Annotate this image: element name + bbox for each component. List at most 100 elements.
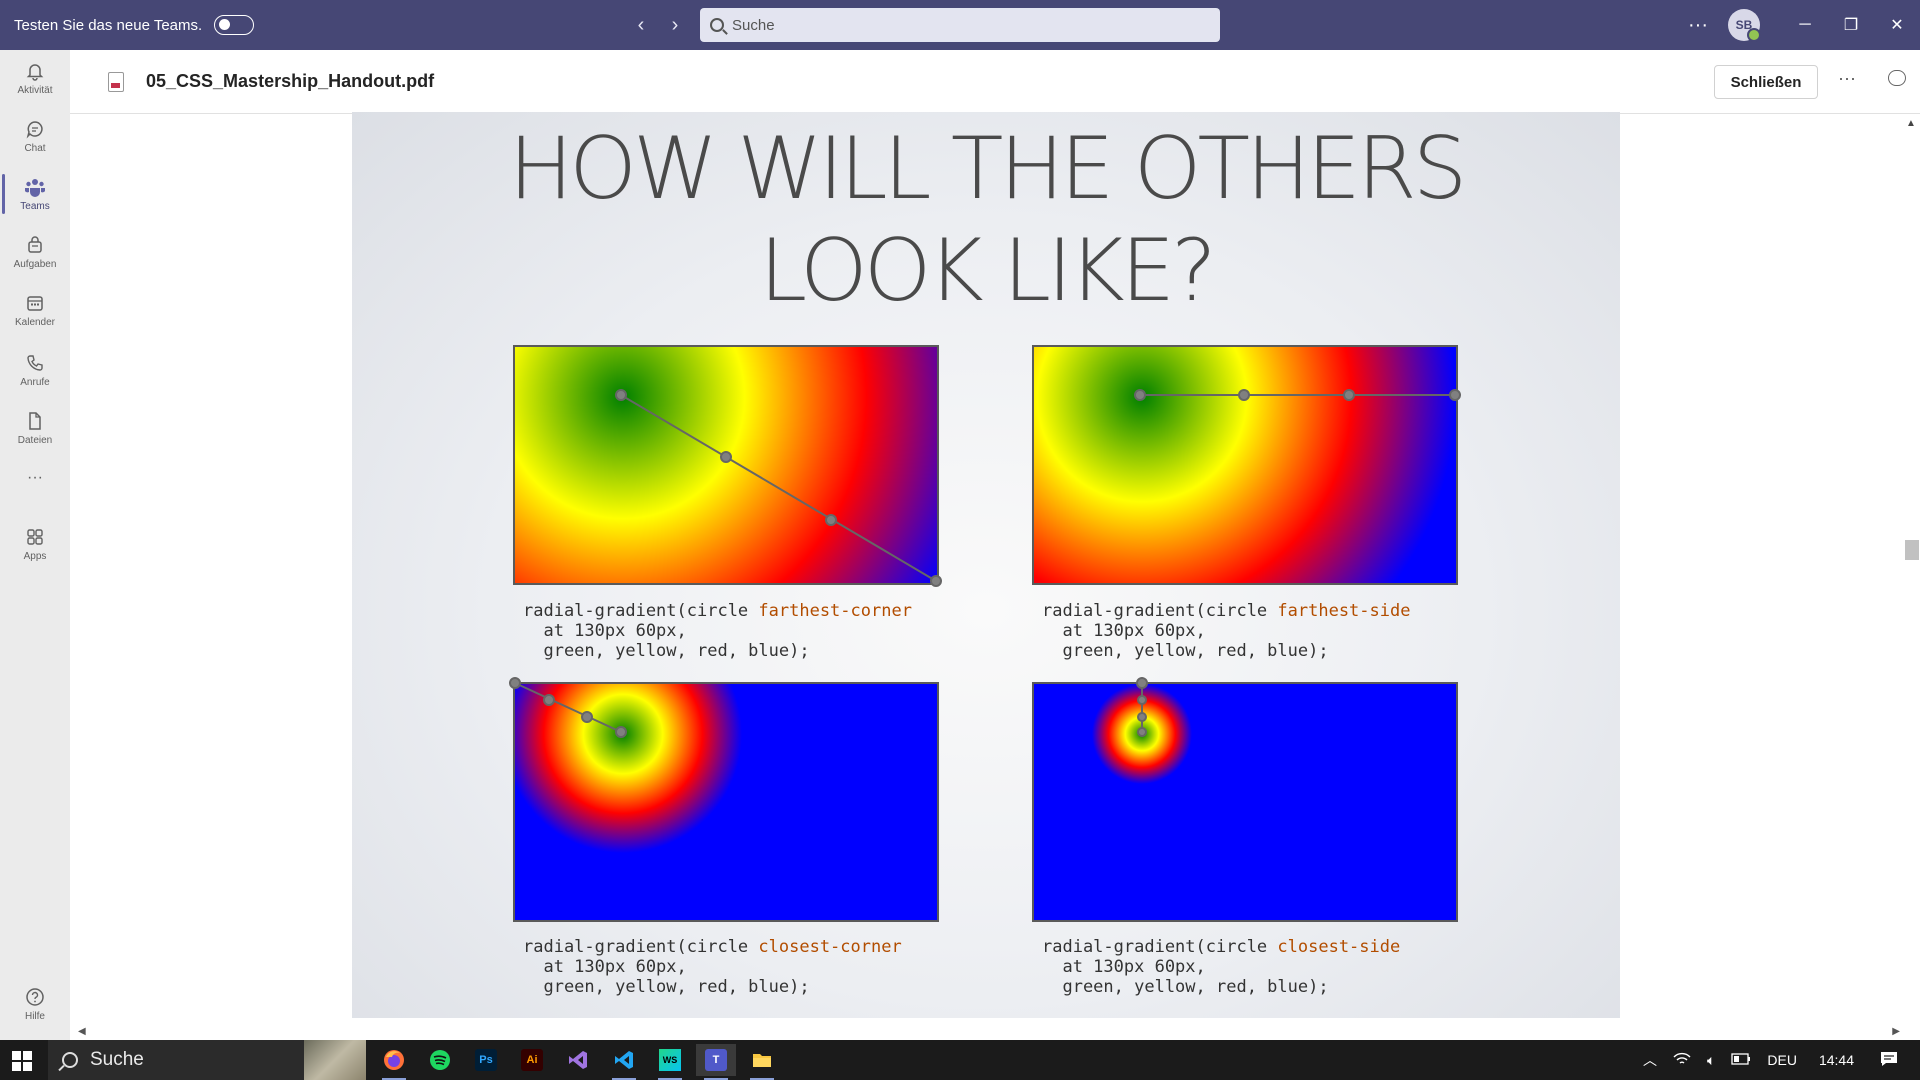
taskbar: Suche Ps Ai WS T ︿ 🔈︎ DEU 14:44 — [0, 1040, 1920, 1080]
slide-title-line-2: LOOK LIKE? — [759, 221, 1217, 321]
teams-label: T — [705, 1049, 727, 1071]
rail-label: Apps — [23, 551, 47, 562]
code-keyword: closest-corner — [758, 937, 902, 957]
code-farthest-corner: radial-gradient(circle farthest-corner a… — [523, 601, 912, 661]
rail-label: Hilfe — [24, 1011, 45, 1022]
code-prefix: radial-gradient(circle — [523, 937, 759, 957]
restore-icon[interactable]: ❐ — [1843, 17, 1859, 34]
pdf-page: HOW WILL THE OTHERS LOOK LIKE? — [352, 112, 1620, 1018]
rail-label: Teams — [20, 201, 50, 212]
code-line: green, yellow, red, blue); — [1042, 977, 1329, 997]
rail-item-calendar[interactable]: Kalender — [0, 282, 70, 338]
more-options-icon[interactable]: ··· — [1838, 68, 1856, 88]
rail-item-files[interactable]: Dateien — [0, 400, 70, 456]
conversation-icon[interactable] — [1888, 70, 1906, 86]
rail-label: Dateien — [17, 435, 53, 446]
scroll-thumb[interactable] — [1905, 540, 1919, 560]
back-arrow-icon[interactable]: ‹ — [637, 13, 645, 36]
gradient-farthest-side — [1032, 345, 1458, 585]
scroll-right-icon[interactable]: ▶ — [1892, 1026, 1900, 1037]
title-bar: Testen Sie das neue Teams. ‹ › Suche ···… — [0, 0, 1920, 50]
firefox-icon[interactable] — [374, 1044, 414, 1080]
rail-item-help[interactable]: Hilfe — [0, 976, 70, 1032]
try-new-teams-label: Testen Sie das neue Teams. — [14, 16, 203, 34]
search-icon — [710, 18, 724, 32]
teams-icon[interactable]: T — [696, 1044, 736, 1080]
rail-item-chat[interactable]: Chat — [0, 108, 70, 164]
vscode-icon[interactable] — [604, 1044, 644, 1080]
spotify-icon[interactable] — [420, 1044, 460, 1076]
notifications-icon[interactable] — [1880, 1051, 1898, 1070]
rail-item-teams[interactable]: Teams — [0, 166, 70, 222]
webstorm-icon[interactable]: WS — [650, 1044, 690, 1080]
slide-title: HOW WILL THE OTHERS LOOK LIKE? — [352, 112, 1620, 322]
code-line: green, yellow, red, blue); — [523, 641, 810, 661]
rail-label: Kalender — [14, 317, 56, 328]
windows-start-icon[interactable] — [12, 1051, 32, 1071]
taskbar-search[interactable]: Suche — [48, 1040, 366, 1080]
code-keyword: farthest-corner — [758, 601, 912, 621]
clock[interactable]: 14:44 — [1818, 1052, 1854, 1068]
gradient-closest-corner — [513, 682, 939, 922]
rail-item-calls[interactable]: Anrufe — [0, 342, 70, 398]
search-input[interactable]: Suche — [700, 8, 1220, 42]
scroll-up-icon[interactable]: ▲ — [1906, 118, 1916, 129]
calendar-icon — [24, 292, 46, 314]
taskbar-search-label: Suche — [90, 1049, 144, 1070]
apps-icon — [24, 526, 46, 548]
file-explorer-icon[interactable] — [742, 1044, 782, 1080]
tray-chevron-icon[interactable]: ︿ — [1642, 1052, 1657, 1068]
phone-icon — [24, 352, 46, 374]
title-bar-controls: ··· SB ─ ❐ ✕ — [1678, 0, 1920, 50]
chat-icon — [24, 118, 46, 140]
search-placeholder: Suche — [732, 16, 775, 34]
forward-arrow-icon[interactable]: › — [671, 13, 679, 36]
code-farthest-side: radial-gradient(circle farthest-side at … — [1042, 601, 1410, 661]
visual-studio-icon[interactable] — [558, 1044, 598, 1076]
rail-label: Anrufe — [20, 377, 50, 388]
horizontal-scrollbar[interactable]: ◀ ▶ — [70, 1026, 1920, 1040]
code-closest-side: radial-gradient(circle closest-side at 1… — [1042, 937, 1400, 997]
rail-item-activity[interactable]: Aktivität — [0, 50, 70, 106]
code-prefix: radial-gradient(circle — [1042, 601, 1278, 621]
scroll-left-icon[interactable]: ◀ — [78, 1026, 86, 1037]
battery-icon[interactable] — [1731, 1052, 1751, 1068]
photoshop-icon[interactable]: Ps — [466, 1044, 506, 1076]
wifi-icon[interactable] — [1673, 1052, 1691, 1069]
rail-item-apps[interactable]: Apps — [0, 516, 70, 572]
avatar[interactable]: SB — [1728, 9, 1761, 42]
code-line: green, yellow, red, blue); — [523, 977, 810, 997]
document-header: 05_CSS_Mastership_Handout.pdf Schließen … — [70, 50, 1920, 114]
more-apps-icon: ··· — [27, 469, 43, 486]
webstorm-label: WS — [659, 1049, 681, 1071]
document-title: 05_CSS_Mastership_Handout.pdf — [146, 71, 435, 91]
minimize-icon[interactable]: ─ — [1799, 16, 1811, 33]
close-document-button[interactable]: Schließen — [1714, 65, 1818, 99]
search-highlight-image — [304, 1040, 366, 1080]
illustrator-icon[interactable]: Ai — [512, 1044, 552, 1076]
code-line: at 130px 60px, — [1042, 621, 1206, 641]
search-icon — [62, 1052, 78, 1068]
system-tray: ︿ 🔈︎ DEU 14:44 — [1635, 1040, 1920, 1080]
rail-label: Aktivität — [17, 85, 53, 96]
close-window-icon[interactable]: ✕ — [1890, 17, 1904, 34]
more-options-icon[interactable]: ··· — [1688, 13, 1708, 36]
rail-more-apps[interactable]: ··· — [0, 458, 70, 498]
illustrator-label: Ai — [521, 1049, 543, 1071]
vertical-scrollbar[interactable]: ▲ — [1900, 114, 1920, 1026]
new-teams-toggle[interactable] — [214, 15, 255, 35]
rail-label: Chat — [24, 143, 46, 154]
code-line: at 130px 60px, — [523, 621, 687, 641]
slide-title-line-1: HOW WILL THE OTHERS — [508, 119, 1468, 219]
code-line: at 130px 60px, — [523, 957, 687, 977]
photoshop-label: Ps — [475, 1049, 497, 1071]
code-line: green, yellow, red, blue); — [1042, 641, 1329, 661]
input-language[interactable]: DEU — [1767, 1052, 1797, 1068]
rail-item-assignments[interactable]: Aufgaben — [0, 224, 70, 280]
rail-label: Aufgaben — [13, 259, 57, 270]
volume-icon[interactable]: 🔈︎ — [1706, 1051, 1716, 1068]
assignments-icon — [24, 234, 46, 256]
history-nav: ‹ › — [632, 0, 684, 50]
gradient-farthest-corner — [513, 345, 939, 585]
gradient-closest-side — [1032, 682, 1458, 922]
